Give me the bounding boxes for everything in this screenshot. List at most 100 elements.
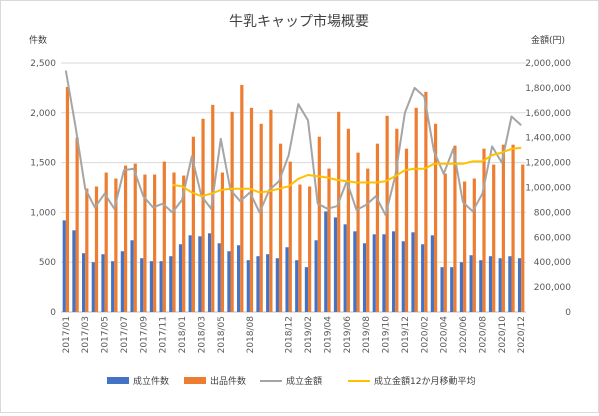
line-moving-average	[172, 146, 522, 198]
bar-listed-count	[153, 174, 157, 312]
gridlines	[61, 62, 526, 313]
left-axis-label: 件数	[29, 34, 47, 46]
bar-listed-count	[346, 128, 350, 312]
right-tick-label: 1,800,000	[525, 84, 571, 94]
bar-listed-count	[259, 123, 263, 312]
bar-listed-count	[463, 181, 467, 312]
bar-closed-count	[295, 260, 299, 312]
x-tick-label: 2020/02	[420, 316, 430, 353]
x-tick-label: 2018/01	[178, 316, 188, 353]
x-tick-label: 2018/03	[197, 316, 207, 353]
bar-closed-count	[207, 233, 212, 312]
bar-closed-count	[488, 256, 493, 312]
x-tick-label: 2017/07	[120, 316, 130, 353]
bar-closed-count	[266, 254, 270, 312]
bar-listed-count	[453, 145, 457, 312]
bar-listed-count	[75, 137, 79, 312]
bar-closed-count	[469, 255, 473, 312]
bar-listed-count	[317, 136, 321, 312]
chart-title: 牛乳キャップ市場概要	[229, 13, 369, 30]
left-tick-label: 1,000	[30, 208, 56, 218]
bar-listed-count	[191, 136, 195, 312]
bar-listed-count	[133, 163, 137, 312]
x-tick-label: 2019/06	[343, 316, 353, 354]
bar-closed-count	[149, 261, 154, 312]
bar-closed-count	[72, 230, 76, 312]
legend: 成立件数 出品件数 成立金額 成立金額12か月移動平均	[107, 375, 475, 387]
x-tick-label: 2017/11	[159, 316, 169, 353]
bar-closed-count	[62, 220, 66, 312]
bar-closed-count	[159, 261, 163, 312]
bar-closed-count	[285, 247, 289, 312]
bar-listed-count	[443, 173, 447, 312]
bar-listed-count	[308, 186, 312, 312]
x-tick-label: 2019/12	[401, 316, 411, 353]
bar-closed-count	[392, 231, 396, 312]
bar-closed-count	[440, 267, 444, 312]
bar-closed-count	[324, 211, 328, 312]
bar-closed-count	[82, 253, 86, 312]
bar-listed-count	[366, 168, 370, 312]
left-axis-ticks: 0 500 1,000 1,500 2,000 2,500	[30, 59, 56, 318]
bar-closed-count	[246, 260, 250, 312]
bar-closed-count	[111, 261, 115, 312]
bar-closed-count	[256, 256, 260, 312]
x-tick-label: 2018/05	[217, 316, 227, 353]
bar-closed-count	[217, 243, 221, 312]
left-tick-label: 0	[50, 308, 56, 318]
bar-listed-count	[375, 143, 380, 312]
x-tick-label: 2017/09	[139, 316, 149, 354]
bar-listed-count	[327, 168, 331, 312]
left-tick-label: 2,500	[30, 59, 56, 69]
bar-closed-count	[169, 256, 173, 312]
bar-closed-count	[421, 244, 425, 312]
bar-listed-count	[249, 107, 254, 312]
right-tick-label: 1,600,000	[525, 109, 571, 119]
left-tick-label: 1,500	[30, 159, 56, 169]
x-tick-label: 2017/05	[101, 316, 111, 353]
bar-closed-count	[343, 224, 347, 312]
bar-closed-count	[237, 245, 241, 312]
bar-closed-count	[198, 236, 202, 312]
x-tick-label: 2019/04	[323, 316, 333, 354]
bar-listed-count	[104, 172, 108, 312]
legend-label-closed-count: 成立件数	[133, 375, 169, 387]
x-tick-label: 2020/08	[478, 316, 488, 354]
bar-listed-count	[501, 144, 505, 312]
legend-swatch-closed-count	[107, 377, 129, 384]
bar-closed-count	[459, 262, 464, 312]
bar-closed-count	[401, 241, 405, 312]
x-tick-label: 2020/12	[517, 316, 527, 353]
bar-closed-count	[498, 258, 502, 312]
x-tick-label: 2019/02	[304, 316, 314, 353]
right-tick-label: 400,000	[534, 258, 571, 268]
bar-closed-count	[382, 234, 386, 312]
bar-closed-count	[178, 244, 183, 312]
x-axis-ticks: 2017/01 2017/03 2017/05 2017/07 2017/09 2017/…	[62, 316, 527, 354]
x-tick-label: 2019/08	[362, 316, 372, 354]
bar-closed-count	[130, 240, 134, 312]
legend-label-listed-count: 出品件数	[210, 375, 246, 387]
x-tick-label: 2018/08	[246, 316, 256, 354]
bar-listed-count	[162, 161, 166, 312]
bar-listed-count	[114, 178, 118, 312]
x-tick-label: 2019/10	[382, 316, 392, 354]
bar-listed-count	[472, 178, 476, 312]
bar-series	[62, 84, 525, 313]
bar-listed-count	[65, 86, 70, 313]
bar-listed-count	[94, 186, 99, 312]
bar-listed-count	[433, 123, 438, 312]
bar-closed-count	[304, 267, 309, 312]
right-tick-label: 600,000	[534, 233, 571, 243]
bar-listed-count	[278, 143, 283, 312]
x-tick-label: 2020/06	[459, 316, 469, 354]
bar-listed-count	[230, 111, 234, 312]
bar-closed-count	[101, 254, 105, 312]
bar-closed-count	[227, 251, 231, 312]
x-tick-label: 2020/10	[498, 316, 508, 354]
bar-closed-count	[120, 251, 124, 312]
bar-closed-count	[140, 258, 144, 312]
bar-listed-count	[356, 152, 360, 312]
bar-listed-count	[172, 172, 176, 312]
